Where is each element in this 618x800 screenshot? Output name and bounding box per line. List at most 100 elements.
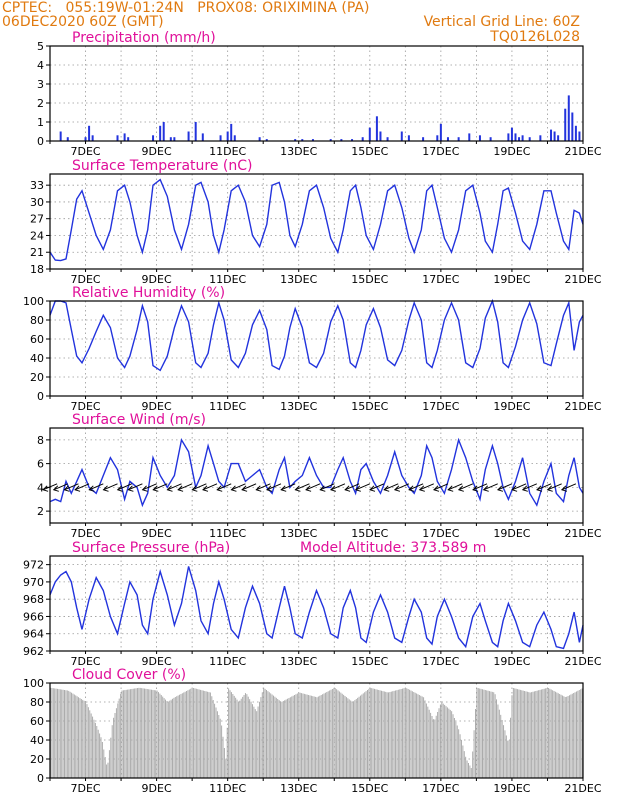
cloud-bar — [257, 706, 259, 778]
precip-bar — [169, 137, 172, 141]
cloud-bar — [546, 688, 548, 778]
precip-bar — [468, 133, 471, 141]
wind-arrow — [142, 483, 157, 491]
wind-arrow — [217, 483, 232, 491]
cloud-bar — [567, 696, 569, 778]
x-tick-label: 13DEC — [280, 527, 317, 540]
x-tick-label: 9DEC — [142, 145, 172, 158]
cloud-bar — [552, 690, 554, 778]
x-tick-label: 15DEC — [351, 527, 388, 540]
cloud-bar — [500, 714, 502, 778]
wind-arrow — [547, 483, 562, 491]
cloud-bar — [78, 697, 80, 778]
cloud-bar — [97, 729, 99, 778]
wind-arrow-head — [127, 485, 134, 492]
precipitation-panel: 0 1 2 3 4 5 7DEC 9DEC 11DEC 13DEC 15DEC 17DEC 19DEC 2… — [37, 30, 602, 158]
y-tick-label: 100 — [23, 295, 44, 308]
cloud-bar — [357, 697, 359, 778]
panel-frame — [49, 173, 584, 270]
cloud-bar — [260, 697, 262, 778]
cloud-bar — [557, 693, 559, 778]
wind-arrow-head — [369, 485, 376, 492]
cloud-bar — [467, 763, 469, 778]
cloud-bar — [376, 689, 378, 778]
cloud-bar — [487, 690, 489, 778]
cloud-bar — [573, 693, 575, 778]
cloud-bar — [456, 725, 458, 778]
cloud-bar — [135, 688, 137, 778]
x-tick-label: 21DEC — [564, 527, 601, 540]
wind-arrow-head — [344, 485, 351, 492]
cloud-bar — [336, 689, 338, 778]
cloud-bar — [333, 688, 335, 778]
cloud-bar — [82, 699, 84, 778]
cloud-bar — [315, 696, 317, 778]
y-tick-label: 968 — [23, 593, 44, 606]
header-line1: CPTEC: 055:19W-01:24N PROX08: ORIXIMINA … — [2, 0, 370, 16]
cloud-bar — [420, 695, 422, 778]
precip-bar — [507, 133, 510, 141]
cloud-bar — [62, 689, 64, 778]
cloud-bar — [439, 704, 441, 778]
cloud-bar — [372, 688, 374, 778]
y-tick-label: 80 — [30, 696, 44, 709]
x-tick-label: 17DEC — [422, 273, 459, 286]
cloud-bar — [416, 693, 418, 778]
precip-bar — [66, 137, 69, 141]
cloud-bar — [155, 690, 157, 778]
wind-arrow-head — [546, 485, 553, 492]
wind-arrow — [64, 483, 79, 491]
cloud-bar — [303, 693, 305, 778]
cloud-bar — [117, 703, 119, 778]
cloud-bar — [289, 697, 291, 778]
cloud-bar — [194, 688, 196, 778]
cloud-bar — [271, 694, 273, 778]
pressure-panel: 962 964 966 968 970 972 7DEC 9DEC 11DEC 13DEC 15DE… — [23, 540, 602, 668]
cloud-bar — [52, 688, 54, 778]
cloud-bar — [249, 699, 251, 778]
header-model-code: TQ0126L028 — [490, 29, 580, 45]
cloud-bar — [337, 690, 339, 778]
wind-arrow — [74, 483, 90, 491]
cloud-bar — [477, 688, 479, 778]
cloud-bar — [263, 687, 265, 778]
precip-bar — [152, 135, 155, 141]
wind-arrow-head — [241, 485, 248, 492]
wind-arrow-head — [74, 485, 81, 492]
cloud-bar — [448, 708, 450, 778]
cloud-bar — [525, 691, 527, 778]
y-tick-label: 1 — [37, 116, 44, 129]
y-tick-label: 20 — [30, 371, 44, 384]
cloud-cover-panel: 0 20 40 60 80 100 7DEC 9DEC 11DEC 13DEC 15DEC 17DEC… — [23, 667, 602, 795]
cloud-bar — [575, 691, 577, 778]
cloud-bar — [145, 688, 147, 778]
cloud-bar — [519, 689, 521, 778]
cloud-bar — [529, 692, 531, 778]
cloud-bar — [235, 697, 237, 778]
cloud-bar — [104, 757, 106, 778]
cloud-bar — [80, 699, 82, 778]
cloud-bar — [216, 711, 218, 778]
cloud-bar — [480, 688, 482, 778]
cloud-bar — [212, 700, 214, 778]
cloud-bar — [219, 718, 221, 778]
cloud-bar — [115, 708, 117, 778]
cloud-bar — [110, 737, 112, 778]
cloud-bar — [365, 691, 367, 778]
wind-arrow — [103, 483, 118, 491]
cloud-bar — [179, 694, 181, 778]
series-line — [49, 178, 584, 262]
panel-title: Cloud Cover (%) — [72, 667, 186, 683]
cloud-bar — [253, 706, 255, 778]
cloud-bar — [399, 689, 401, 778]
precip-bar — [173, 137, 176, 141]
cloud-bar — [316, 697, 318, 778]
cloud-bar — [568, 695, 570, 778]
series-line — [49, 566, 584, 650]
cloud-bar — [393, 690, 395, 778]
precip-bar — [379, 131, 382, 141]
y-tick-label: 30 — [30, 196, 44, 209]
cloud-bar — [250, 701, 252, 778]
x-tick-label: 19DEC — [493, 145, 530, 158]
cloud-bar — [442, 703, 444, 778]
